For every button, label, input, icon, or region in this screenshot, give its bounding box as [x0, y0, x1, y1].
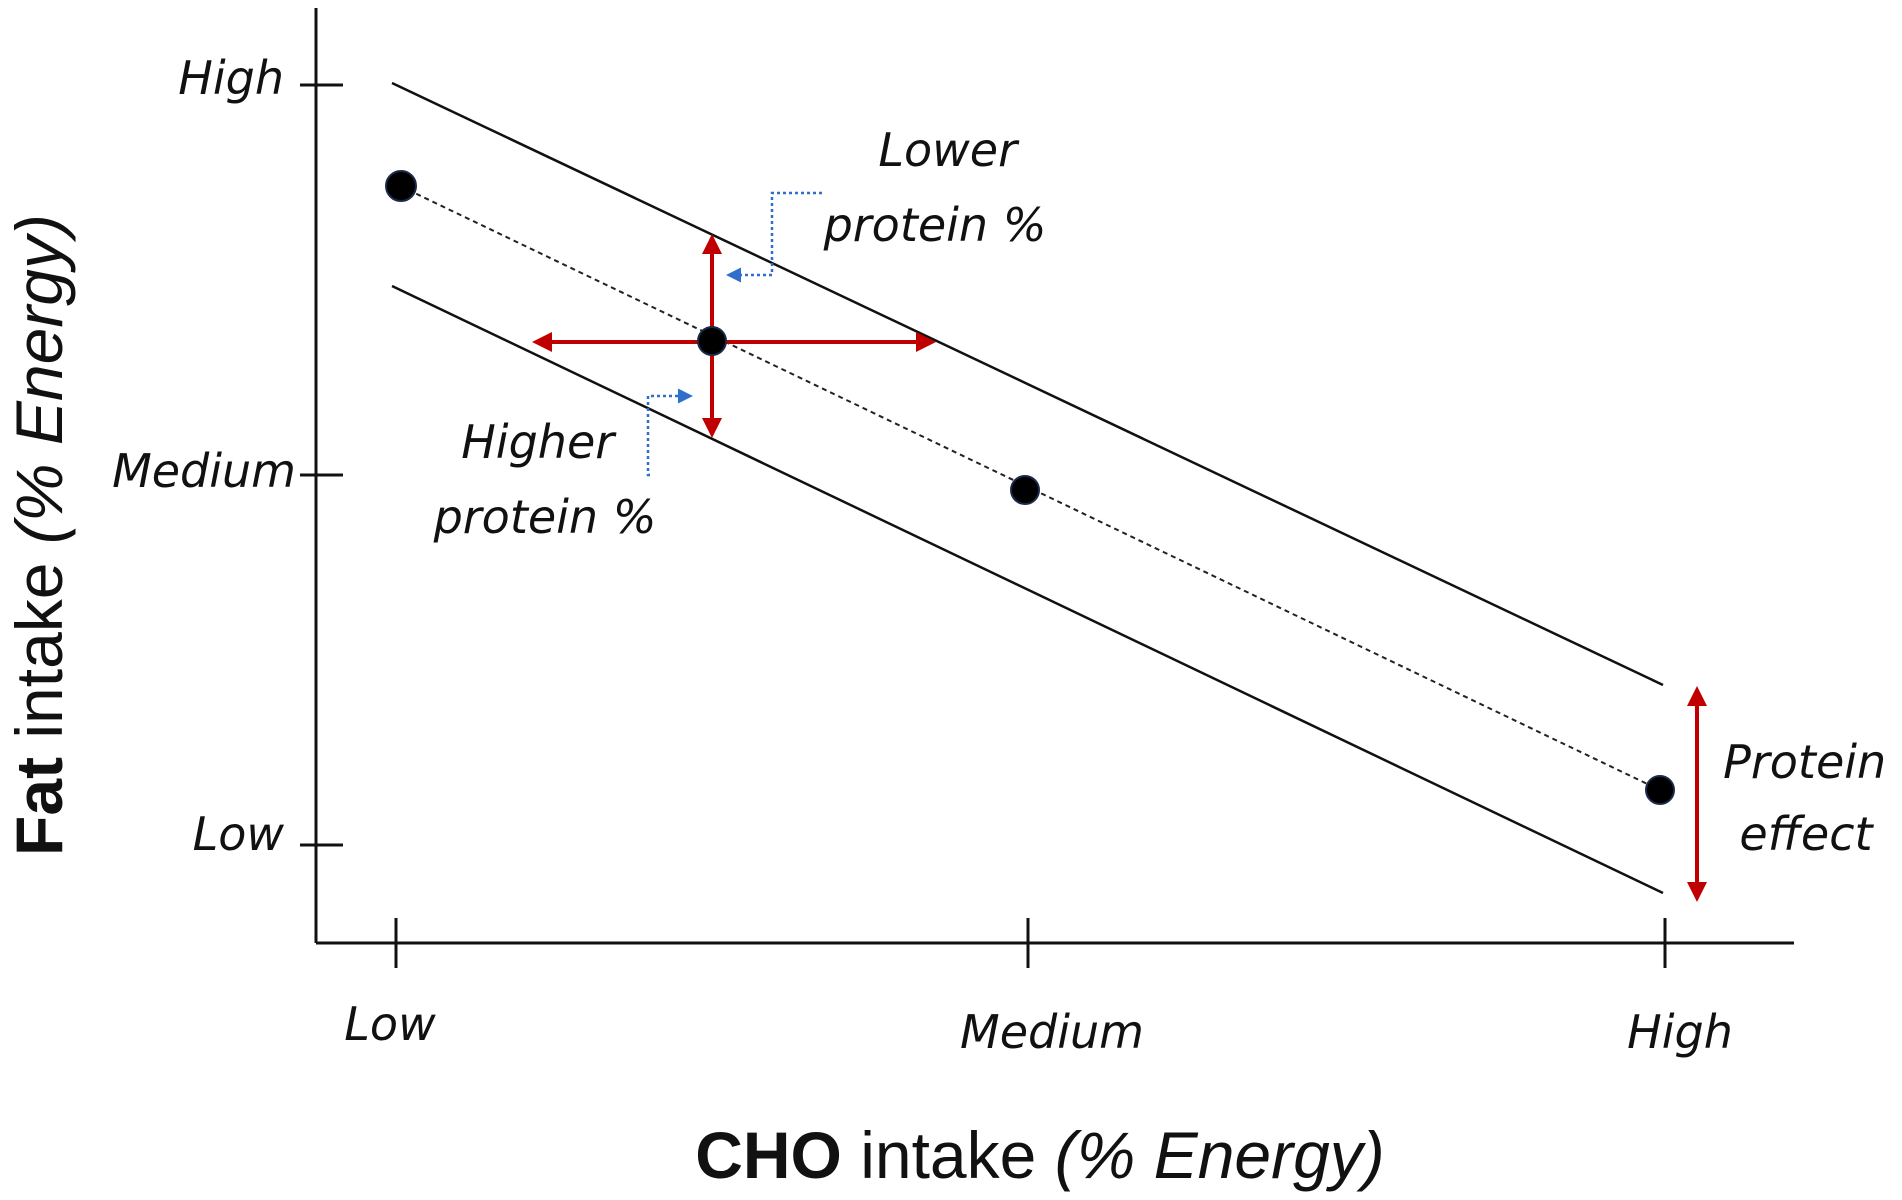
y-tick-label-medium: Medium: [112, 444, 296, 498]
lower-protein-pointer: [726, 191, 822, 283]
x-axis-title: CHO intake (% Energy): [695, 1118, 1385, 1192]
x-tick-label-low: Low: [344, 997, 436, 1051]
lower-boundary-line: [391, 284, 1664, 895]
point-center: [697, 326, 727, 356]
y-tick-label-low: Low: [193, 807, 285, 861]
lower-protein-label: Lower protein %: [823, 123, 1047, 252]
point-low-cho: [385, 170, 417, 202]
point-high-cho: [1645, 775, 1675, 805]
higher-protein-label: Higher protein %: [433, 415, 657, 544]
upper-boundary-line: [391, 81, 1664, 687]
protein-effect-label: Protein effect: [1723, 735, 1901, 861]
higher-protein-pointer: [646, 388, 693, 477]
y-tick-label-high: High: [178, 51, 284, 105]
point-medium-cho: [1010, 475, 1040, 505]
y-axis-title: Fat intake (% Energy): [2, 214, 76, 856]
x-tick-label-high: High: [1627, 1005, 1733, 1059]
x-tick-label-medium: Medium: [960, 1005, 1144, 1059]
